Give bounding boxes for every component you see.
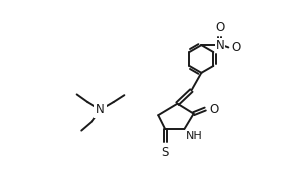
Text: O: O xyxy=(231,41,241,54)
Text: N: N xyxy=(215,39,224,52)
Text: O: O xyxy=(209,103,218,116)
Text: N: N xyxy=(96,103,105,116)
Text: O: O xyxy=(215,21,224,34)
Text: NH: NH xyxy=(186,131,203,141)
Text: S: S xyxy=(161,146,169,159)
